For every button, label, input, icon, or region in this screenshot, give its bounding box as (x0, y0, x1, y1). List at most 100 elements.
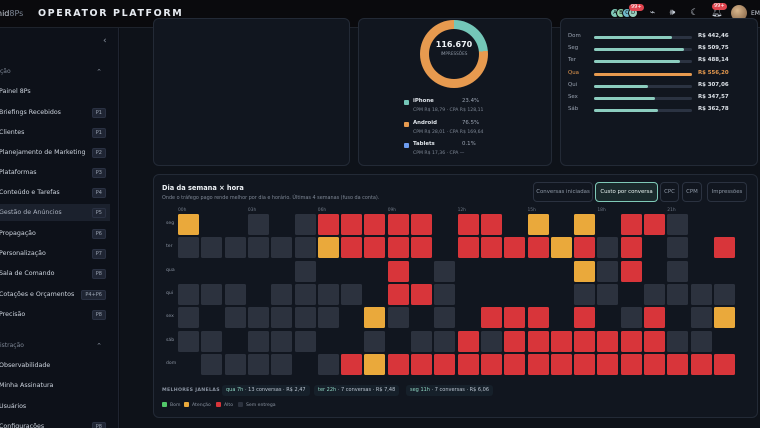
heatmap-cell[interactable] (294, 214, 316, 235)
heatmap-cell[interactable] (341, 237, 363, 259)
heatmap-cell[interactable] (574, 330, 596, 352)
heatmap-cell[interactable] (294, 283, 316, 305)
heatmap-cell[interactable] (667, 330, 689, 352)
sidebar-item-clientes[interactable]: Clientes P1 (0, 124, 110, 141)
heatmap-cell[interactable] (597, 260, 619, 282)
heatmap-cell[interactable] (597, 283, 619, 305)
heatmap-cell[interactable] (294, 237, 316, 259)
heatmap-cell[interactable] (341, 353, 363, 375)
heatmap-cell[interactable] (551, 261, 572, 282)
heatmap-cell[interactable] (713, 237, 735, 259)
heatmap-cell[interactable] (574, 353, 596, 375)
heatmap-cell[interactable] (271, 353, 293, 375)
heatmap-cell[interactable] (387, 283, 409, 305)
heatmap-cell[interactable] (504, 330, 526, 352)
sidebar-item-precisao[interactable]: Precisão P8 (0, 306, 110, 323)
heatmap-cell[interactable] (714, 331, 735, 352)
heatmap-cell[interactable] (248, 261, 269, 282)
heatmap-cell[interactable] (667, 353, 689, 375)
heatmap-cell[interactable] (178, 214, 199, 235)
heatmap-cell[interactable] (387, 307, 409, 329)
sidebar-item-sala-comando[interactable]: Sala de Comando P8 (0, 265, 110, 282)
heatmap-cell[interactable] (458, 261, 479, 282)
brand-logo[interactable]: nid8Ps (0, 9, 23, 18)
bell-icon[interactable]: 🔔︎ 99+ (711, 3, 727, 18)
heatmap-cell[interactable] (504, 214, 525, 235)
heatmap-cell[interactable] (480, 353, 502, 375)
sidebar-item-painel[interactable]: Painel 8Ps (0, 83, 110, 100)
heatmap-cell[interactable] (527, 307, 549, 329)
heatmap-cell[interactable] (597, 307, 618, 328)
heatmap-cell[interactable] (550, 330, 572, 352)
heatmap-cell[interactable] (178, 261, 199, 282)
heatmap-cell[interactable] (201, 237, 223, 259)
heatmap-cell[interactable] (411, 261, 432, 282)
heatmap-cell[interactable] (667, 283, 689, 305)
heatmap-cell[interactable] (201, 283, 223, 305)
heatmap-cell[interactable] (224, 353, 246, 375)
heatmap-cell[interactable] (201, 261, 222, 282)
heatmap-cell[interactable] (644, 283, 665, 305)
heatmap-cell[interactable] (411, 237, 432, 259)
collapse-sidebar-icon[interactable]: ‹ (103, 36, 107, 46)
heatmap-cell[interactable] (528, 261, 549, 282)
sidebar-item-configuracoes[interactable]: Configurações P8 (0, 418, 110, 428)
heatmap-cell[interactable] (644, 330, 665, 352)
heatmap-cell[interactable] (271, 330, 293, 352)
heatmap-cell[interactable] (691, 261, 712, 282)
tab-cpm[interactable]: CPM (682, 182, 702, 202)
heatmap-cell[interactable] (597, 353, 619, 375)
heatmap-cell[interactable] (597, 214, 618, 235)
heatmap-cell[interactable] (294, 307, 316, 329)
heatmap-cell[interactable] (318, 261, 339, 282)
heatmap-cell[interactable] (551, 214, 572, 235)
heatmap-cell[interactable] (247, 353, 269, 375)
heatmap-cell[interactable] (713, 307, 735, 329)
heatmap-cell[interactable] (480, 237, 502, 259)
heatmap-cell[interactable] (178, 283, 199, 305)
heatmap-cell[interactable] (271, 307, 293, 329)
heatmap-cell[interactable] (341, 214, 363, 235)
heatmap-cell[interactable] (574, 260, 596, 282)
heatmap-cell[interactable] (667, 214, 689, 235)
heatmap-cell[interactable] (271, 261, 292, 282)
heatmap-cell[interactable] (317, 214, 339, 235)
heatmap-cell[interactable] (574, 237, 596, 259)
heatmap-cell[interactable] (550, 237, 572, 259)
heatmap-cell[interactable] (434, 330, 456, 352)
heatmap-cell[interactable] (620, 353, 642, 375)
heatmap-cell[interactable] (224, 307, 246, 329)
heatmap-cell[interactable] (364, 237, 386, 259)
heatmap-cell[interactable] (294, 330, 316, 352)
heatmap-cell[interactable] (341, 331, 362, 352)
sidebar-item-usuarios[interactable]: Usuários (0, 398, 110, 415)
heatmap-cell[interactable] (690, 353, 712, 375)
heatmap-cell[interactable] (247, 237, 269, 259)
heatmap-cell[interactable] (295, 354, 316, 375)
user-avatar[interactable] (731, 5, 747, 21)
heatmap-cell[interactable] (224, 283, 246, 305)
heatmap-cell[interactable] (527, 214, 549, 235)
heatmap-cell[interactable] (225, 261, 246, 282)
heatmap-cell[interactable] (457, 330, 479, 352)
best-window-chip[interactable]: seg 11h · 7 conversas · R$ 6,06 (406, 385, 494, 396)
heatmap-cell[interactable] (341, 307, 362, 328)
best-window-chip[interactable]: qua 7h · 13 conversas · R$ 2,47 (222, 385, 310, 396)
heatmap-cell[interactable] (457, 237, 479, 259)
heatmap-cell[interactable] (691, 237, 712, 258)
sidebar-item-conteudo[interactable]: Conteúdo e Tarefas P4 (0, 184, 110, 201)
heatmap-cell[interactable] (597, 330, 619, 352)
heatmap-cell[interactable] (248, 284, 269, 305)
heatmap-cell[interactable] (434, 307, 456, 329)
heatmap-cell[interactable] (550, 353, 572, 375)
heatmap-cell[interactable] (271, 237, 293, 259)
heatmap-cell[interactable] (690, 283, 712, 305)
heatmap-cell[interactable] (620, 237, 642, 259)
heatmap-cell[interactable] (504, 237, 526, 259)
heatmap-cell[interactable] (574, 283, 596, 305)
heatmap-cell[interactable] (504, 307, 526, 329)
sidebar-item-gestao-anuncios[interactable]: Gestão de Anúncios P5 (0, 204, 110, 221)
heatmap-cell[interactable] (411, 330, 432, 352)
heatmap-cell[interactable] (667, 307, 688, 328)
heatmap-cell[interactable] (644, 261, 665, 282)
